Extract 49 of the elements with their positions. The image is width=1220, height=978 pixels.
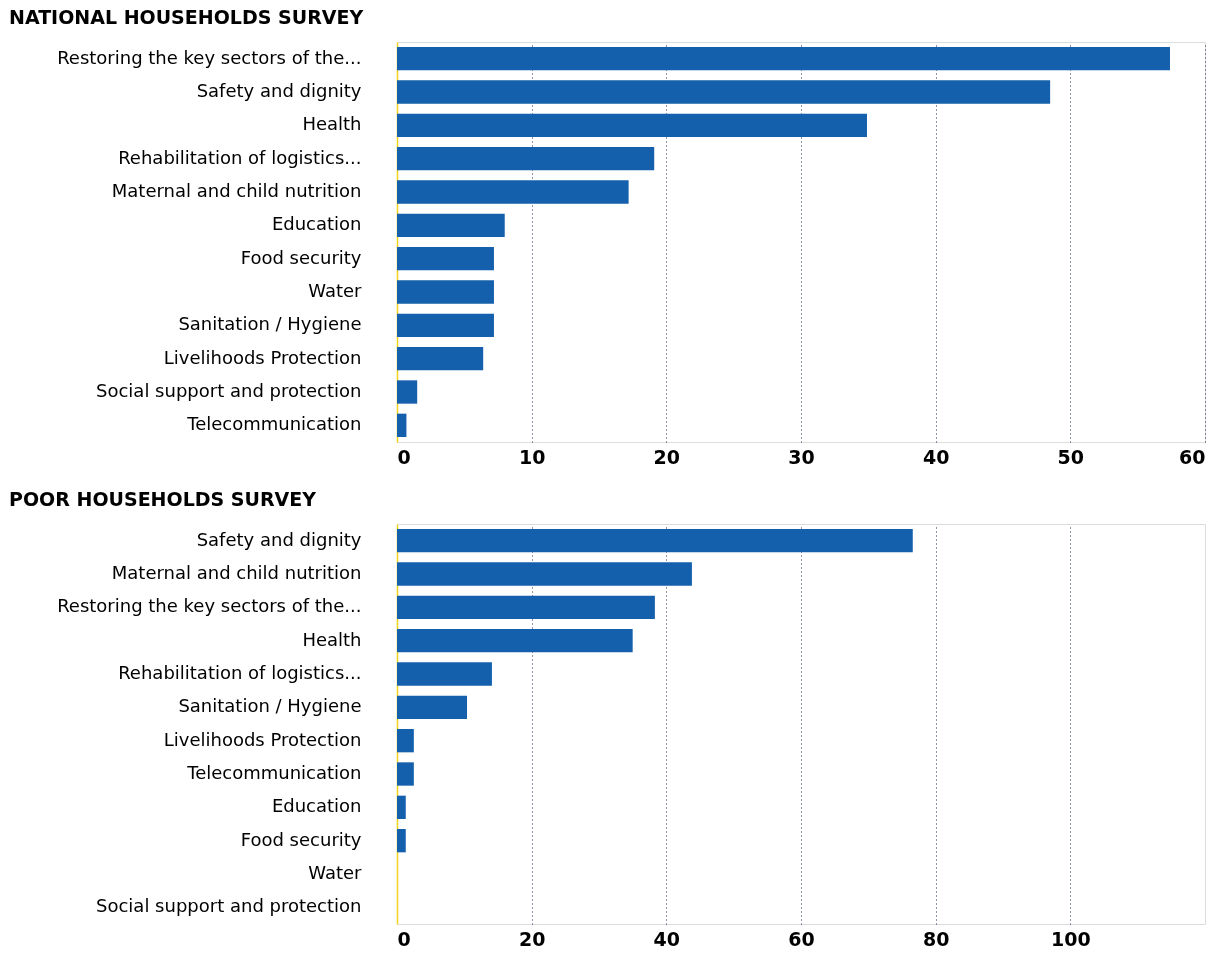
bar (397, 529, 913, 553)
x-tick-label: 80 (922, 927, 950, 950)
y-tick-label: Safety and dignity (196, 80, 362, 101)
x-tick-label: 20 (518, 927, 546, 950)
y-tick-label: Livelihoods Protection (163, 346, 362, 368)
y-tick-label: Education (271, 213, 362, 235)
y-tick-label: Safety and dignity (196, 528, 362, 550)
x-tick-label: 30 (788, 445, 815, 468)
y-tick-label: Restoring the key sectors of the... (57, 595, 362, 617)
y-tick-label: Sanitation / Hygiene (178, 695, 362, 717)
x-tick-label: 100 (1051, 927, 1091, 950)
y-tick-label: Telecommunication (186, 413, 362, 435)
y-tick-label: Telecommunication (186, 762, 362, 783)
y-tick-label: Education (271, 795, 362, 817)
x-tick-label: 10 (518, 445, 546, 468)
y-tick-label: Social support and protection (96, 895, 362, 917)
y-tick-label: Food security (240, 246, 362, 268)
y-tick-label: Social support and protection (96, 380, 362, 401)
y-tick-label: Health (302, 113, 362, 135)
bar (397, 562, 692, 586)
y-tick-label: Rehabilitation of logistics... (118, 662, 362, 683)
x-tick-label: 50 (1057, 445, 1085, 468)
x-tick-label: 60 (788, 927, 815, 950)
x-tick-label: 0 (397, 445, 411, 468)
y-tick-label: Rehabilitation of logistics... (118, 146, 362, 168)
y-tick-label: Maternal and child nutrition (111, 180, 362, 201)
y-tick-label: Restoring the key sectors of the... (57, 46, 362, 68)
y-tick-label: Water (308, 280, 363, 301)
bar (397, 762, 414, 786)
y-tick-label: Livelihoods Protection (163, 728, 362, 750)
bar (397, 629, 633, 653)
y-tick-label: Water (308, 862, 363, 883)
bar (397, 729, 414, 753)
y-tick-label: Food security (240, 828, 362, 850)
x-tick-label: 40 (922, 445, 950, 468)
x-tick-label: 20 (653, 445, 681, 468)
y-tick-label: Health (302, 628, 362, 650)
x-tick-label: 40 (653, 927, 681, 950)
bar (397, 662, 492, 686)
x-tick-label: 60 (1179, 445, 1206, 468)
y-tick-label: Maternal and child nutrition (111, 562, 362, 583)
bar (397, 829, 406, 853)
x-tick-label: 0 (397, 927, 411, 950)
bar (397, 695, 468, 719)
text: POOR HOUSEHOLDS SURVEY (9, 488, 317, 510)
y-tick-label: Sanitation / Hygiene (178, 313, 362, 335)
bar (397, 795, 406, 819)
text: NATIONAL HOUSEHOLDS SURVEY (9, 6, 364, 28)
bar (397, 595, 655, 619)
